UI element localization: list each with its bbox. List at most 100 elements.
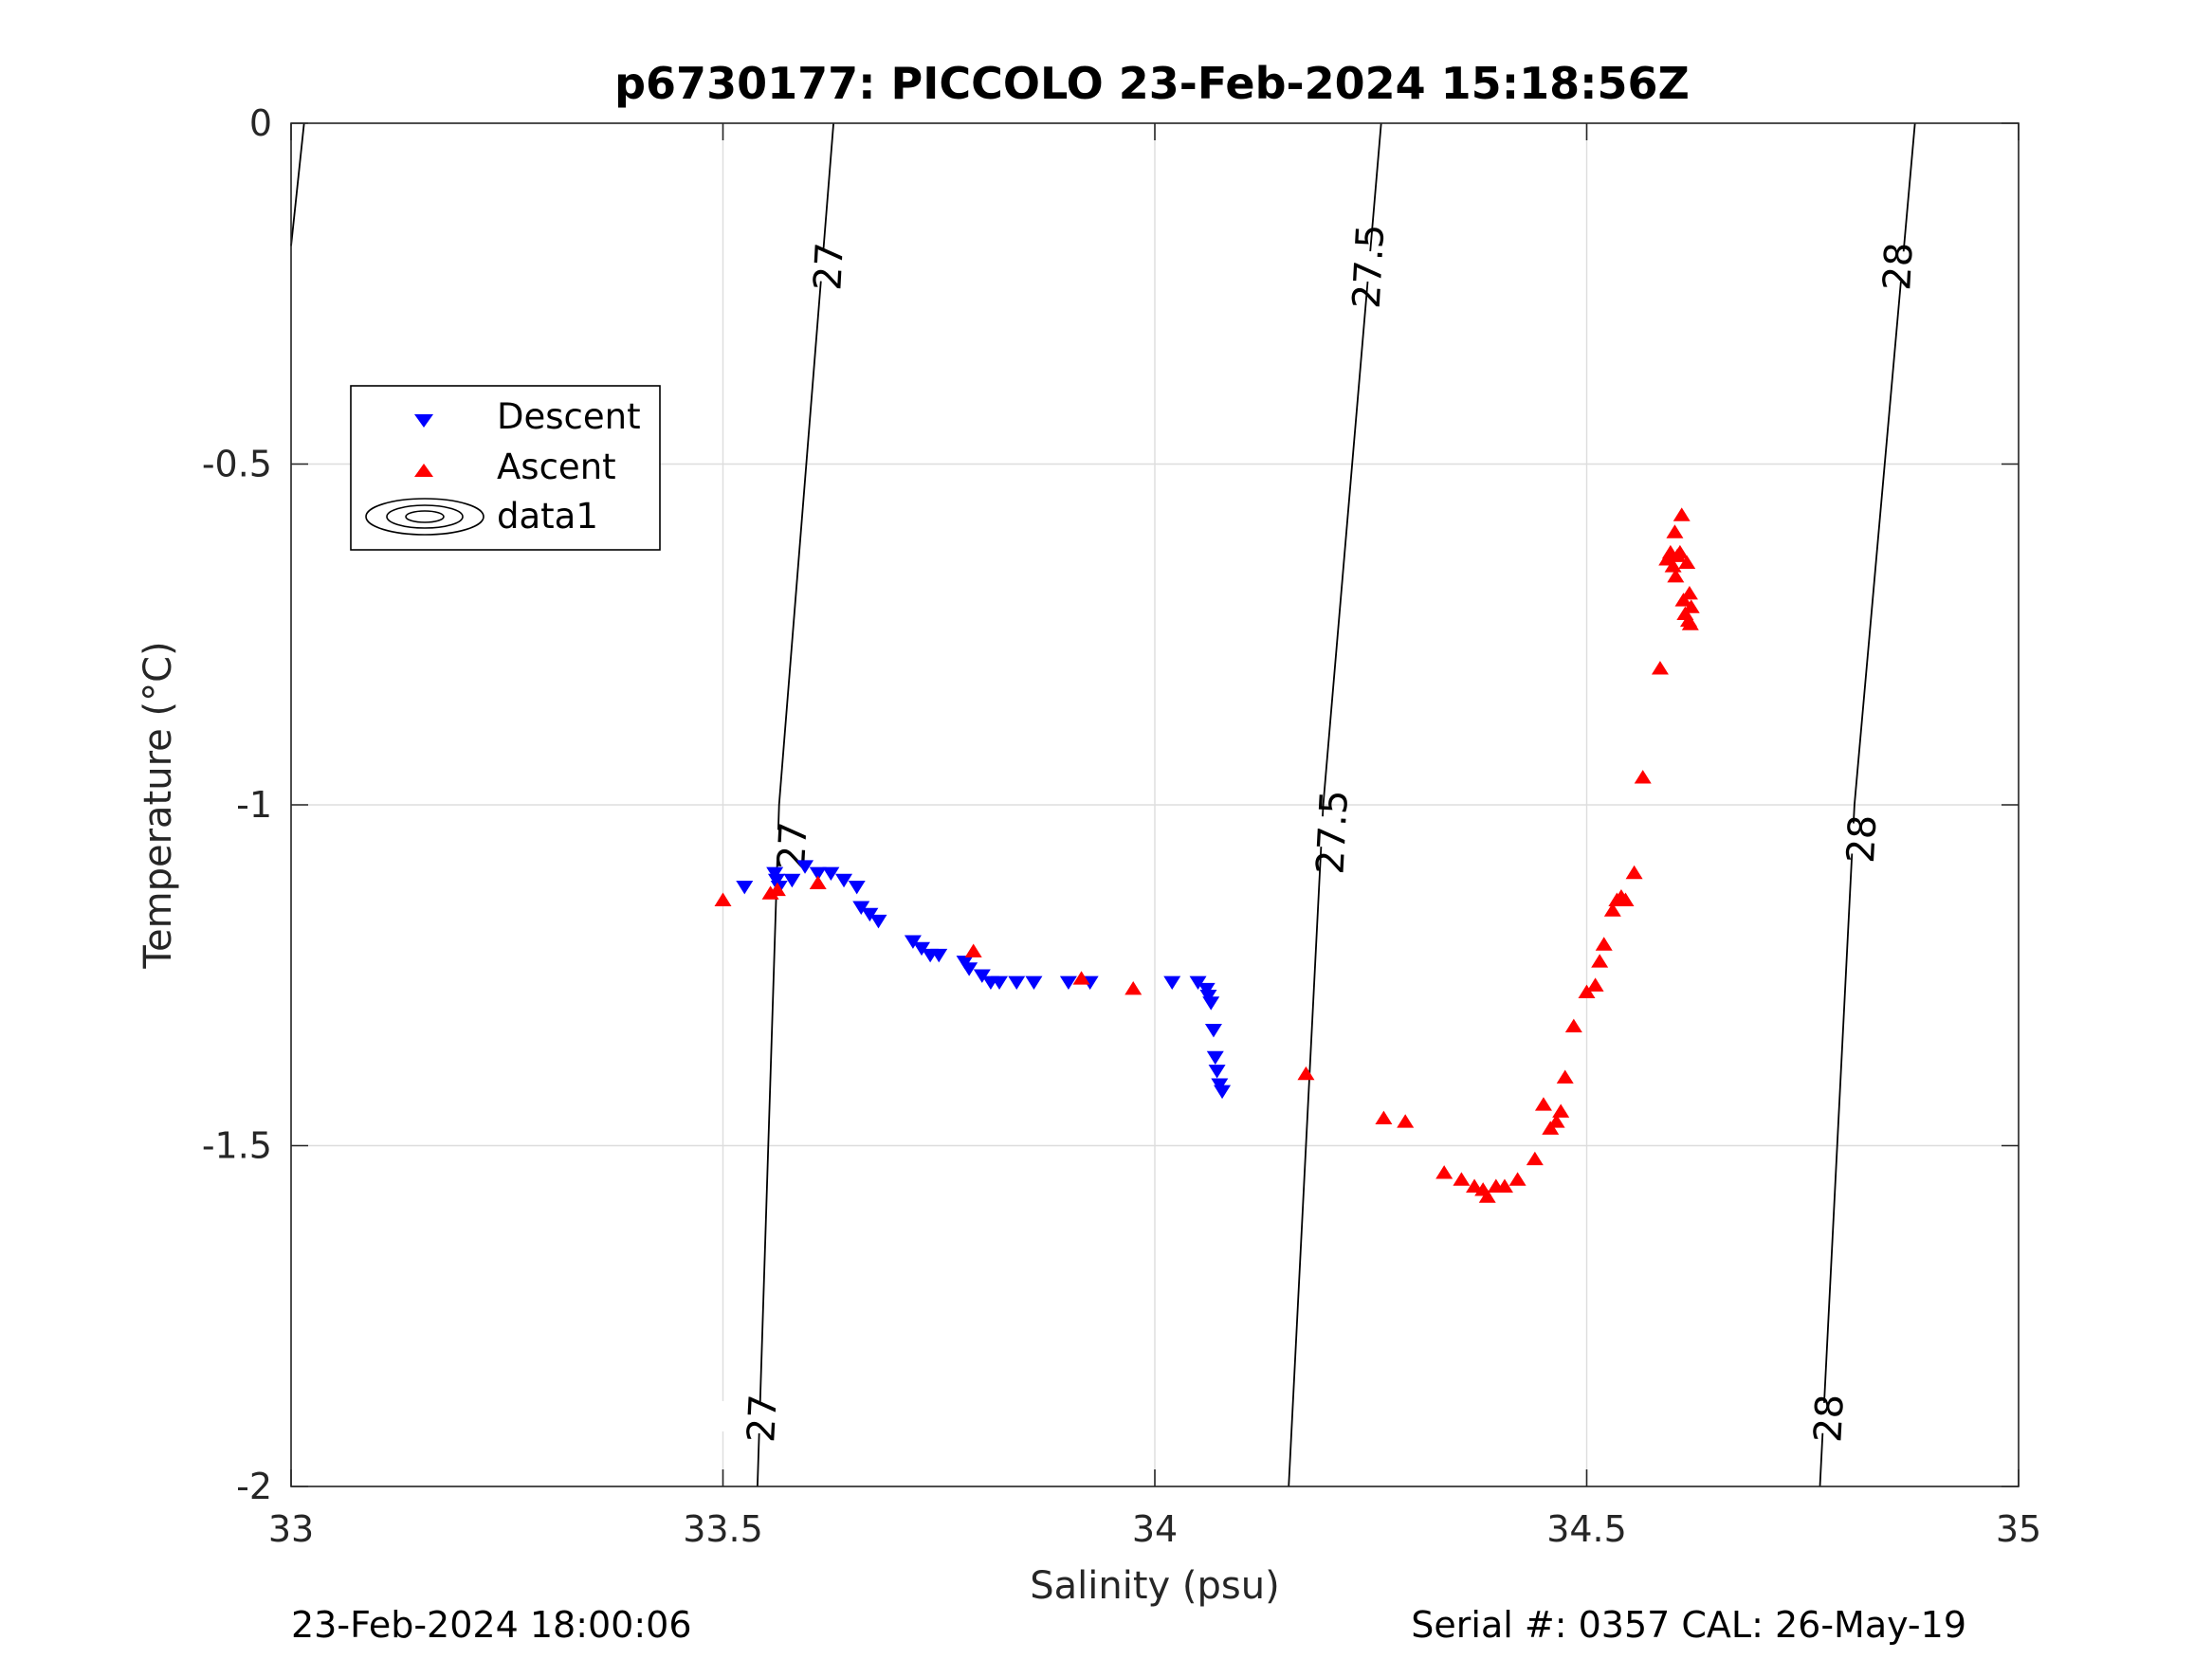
legend-descent-marker — [414, 414, 433, 428]
descent-point — [904, 935, 922, 949]
isopycnal-line — [290, 122, 305, 246]
isopycnal-line — [757, 122, 834, 1487]
ascent-point — [1664, 558, 1682, 573]
descent-point — [848, 880, 866, 895]
contour-label: 28 — [1875, 241, 1922, 291]
ascent-point — [1671, 544, 1689, 559]
ascent-series — [714, 507, 1700, 1203]
ascent-point — [1478, 1189, 1496, 1203]
ascent-point — [809, 875, 827, 889]
contour-label-background — [777, 248, 879, 284]
legend-ascent-label: Ascent — [497, 447, 616, 487]
descent-point — [869, 914, 887, 929]
contour-label-background — [1281, 814, 1382, 850]
chart-title: p6730177: PICCOLO 23-Feb-2024 15:18:56Z — [614, 58, 1690, 109]
ascent-point — [1072, 971, 1090, 985]
y-tick-label: -1 — [236, 784, 272, 826]
x-tick-label: 35 — [1996, 1508, 2041, 1550]
contour-label-background — [711, 1400, 813, 1436]
ascent-point — [1297, 1066, 1315, 1081]
descent-point — [973, 969, 991, 983]
ascent-point — [1586, 977, 1604, 992]
ascent-point — [1678, 555, 1696, 570]
ascent-point — [1547, 1114, 1565, 1128]
ascent-point — [1124, 981, 1143, 995]
ascent-point — [1495, 1178, 1513, 1193]
descent-point — [1214, 1085, 1232, 1100]
legend-data1-label: data1 — [497, 496, 598, 537]
contour-label: 28 — [1806, 1394, 1853, 1444]
ascent-point — [1617, 892, 1635, 906]
ascent-point — [1556, 1069, 1574, 1084]
descent-point — [1163, 975, 1181, 991]
ascent-point — [1526, 1151, 1544, 1166]
descent-point — [960, 962, 978, 976]
ascent-point — [768, 882, 786, 897]
contour-label: 27 — [806, 241, 852, 291]
descent-point — [1208, 1065, 1226, 1079]
descent-point — [1189, 975, 1207, 991]
descent-point — [1206, 1050, 1224, 1066]
contour-label: 27.5 — [1345, 223, 1394, 309]
ascent-point — [1667, 569, 1685, 583]
descent-point — [913, 941, 931, 957]
y-tick-label: -2 — [236, 1466, 272, 1507]
ascent-point — [1453, 1172, 1471, 1186]
isopycnal-line — [1288, 122, 1382, 1487]
descent-point — [796, 860, 814, 874]
descent-point — [1204, 1023, 1222, 1038]
ascent-point — [1466, 1178, 1484, 1193]
contour-label: 27 — [740, 1394, 786, 1444]
contour-label-background — [1811, 821, 1911, 857]
descent-point — [1059, 975, 1077, 991]
x-tick-label: 33 — [268, 1508, 314, 1550]
contour-label-background — [1847, 248, 1948, 284]
descent-point — [783, 873, 801, 888]
descent-point — [1202, 996, 1220, 1011]
ascent-point — [1682, 599, 1700, 613]
ascent-point — [1552, 1103, 1570, 1118]
ascent-point — [1651, 661, 1669, 675]
legend-descent-label: Descent — [497, 396, 641, 437]
descent-point — [852, 901, 870, 915]
ascent-point — [1673, 507, 1691, 521]
ascent-point — [1595, 937, 1613, 951]
x-axis-label: Salinity (psu) — [1030, 1564, 1279, 1608]
descent-point — [991, 975, 1009, 991]
legend-box — [350, 385, 661, 551]
y-axis-label: Temperature (°C) — [137, 641, 180, 969]
y-axis-ticks: 0 -0.5 -1 -1.5 -2 — [202, 102, 2019, 1507]
ascent-point — [1564, 1018, 1582, 1032]
y-tick-label: 0 — [249, 102, 272, 144]
footer-serial-cal: Serial #: 0357 CAL: 26-May-19 — [1411, 1604, 1966, 1646]
descent-point — [736, 880, 754, 895]
contour-label-background — [741, 828, 843, 864]
footer-timestamp: 23-Feb-2024 18:00:06 — [291, 1604, 692, 1646]
descent-point — [1008, 975, 1026, 991]
ascent-point — [1397, 1114, 1415, 1128]
x-axis-ticks: 33 33.5 34 34.5 35 — [268, 123, 2041, 1550]
y-tick-label: -0.5 — [202, 444, 272, 485]
isopycnal-line — [1819, 122, 1916, 1487]
descent-point — [835, 873, 853, 888]
ascent-point — [1680, 586, 1698, 600]
descent-point — [1025, 975, 1043, 991]
ascent-point — [1666, 524, 1684, 538]
x-tick-label: 33.5 — [683, 1508, 763, 1550]
ascent-point — [1591, 954, 1609, 968]
legend: Descent Ascent data1 — [350, 385, 661, 551]
y-tick-label: -1.5 — [202, 1125, 272, 1167]
legend-contour-icon — [365, 498, 484, 536]
contour-label-background — [1778, 1400, 1879, 1436]
x-tick-label: 34.5 — [1546, 1508, 1627, 1550]
ascent-point — [714, 892, 732, 906]
descent-point — [861, 907, 879, 922]
contour-label: 27.5 — [1308, 789, 1357, 875]
ascent-point — [1435, 1165, 1453, 1179]
ascent-point — [1508, 1172, 1526, 1186]
contour-label: 28 — [1839, 813, 1886, 864]
ascent-point — [1634, 770, 1652, 784]
ascent-point — [1681, 616, 1699, 630]
